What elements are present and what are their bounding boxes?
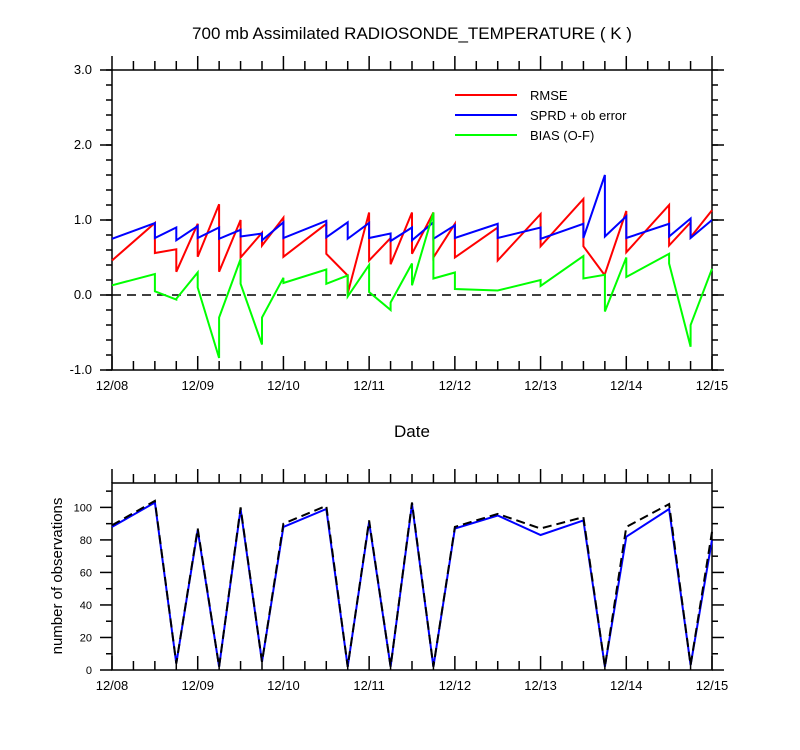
top-y-tick-label: 3.0 <box>74 62 92 77</box>
bottom-x-tick-label: 12/09 <box>181 678 214 693</box>
bottom-y-tick-label: 80 <box>80 535 92 547</box>
top-panel: 12/08 12/09 12/10 12/11 12/12 12/13 12/14 12/15… <box>70 56 729 441</box>
legend: RMSE SPRD + ob error BIAS (O-F) <box>455 88 627 143</box>
bottom-panel: 12/08 12/09 12/10 12/11 12/12 12/13 12/14 12/15… <box>49 469 728 693</box>
bottom-x-tick-label: 12/11 <box>353 678 385 693</box>
top-x-tick-label: 12/08 <box>96 378 129 393</box>
top-x-tick-label: 12/15 <box>696 378 729 393</box>
top-x-tick-label: 12/11 <box>353 378 385 393</box>
bottom-y-tick-label: 40 <box>80 600 92 612</box>
top-x-tick-label: 12/10 <box>267 378 300 393</box>
bottom-y-axis-label: number of observations <box>49 498 66 655</box>
top-y-tick-label: 0.0 <box>74 287 92 302</box>
bottom-x-tick-label: 12/14 <box>610 678 643 693</box>
bottom-series-possible <box>111 499 713 667</box>
bottom-y-tick-label: 100 <box>74 502 92 514</box>
bottom-x-tick-label: 12/13 <box>524 678 557 693</box>
legend-label-rmse: RMSE <box>530 88 568 103</box>
bottom-y-tick-label: 60 <box>80 567 92 579</box>
top-series-sprd-ob-error <box>111 174 713 243</box>
top-x-tick-label: 12/12 <box>439 378 472 393</box>
top-x-tick-label: 12/09 <box>181 378 214 393</box>
bottom-x-tick-label: 12/12 <box>439 678 472 693</box>
top-y-tick-label: 2.0 <box>74 137 92 152</box>
bottom-x-tick-label: 12/10 <box>267 678 300 693</box>
top-y-tick-label: -1.0 <box>70 362 92 377</box>
chart-title: 700 mb Assimilated RADIOSONDE_TEMPERATUR… <box>192 24 632 43</box>
bottom-x-tick-label: 12/15 <box>696 678 729 693</box>
bottom-ticks: 12/08 12/09 12/10 12/11 12/12 12/13 12/14 12/15… <box>74 469 729 693</box>
bottom-y-tick-label: 20 <box>80 632 92 644</box>
top-y-tick-label: 1.0 <box>74 212 92 227</box>
legend-label-bias-o-f: BIAS (O-F) <box>530 128 594 143</box>
top-x-tick-label: 12/14 <box>610 378 643 393</box>
bottom-series-assimilated <box>111 500 713 667</box>
bottom-x-tick-label: 12/08 <box>96 678 129 693</box>
top-ticks: 12/08 12/09 12/10 12/11 12/12 12/13 12/14 12/15… <box>70 56 729 393</box>
bottom-y-tick-label: 0 <box>86 665 92 677</box>
top-x-tick-label: 12/13 <box>524 378 557 393</box>
legend-label-sprd-ob-error: SPRD + ob error <box>530 108 627 123</box>
top-series-bias-o-f <box>111 212 713 359</box>
top-x-axis-label: Date <box>394 422 430 441</box>
top-series-group <box>111 174 713 359</box>
bottom-series-group <box>111 499 713 667</box>
